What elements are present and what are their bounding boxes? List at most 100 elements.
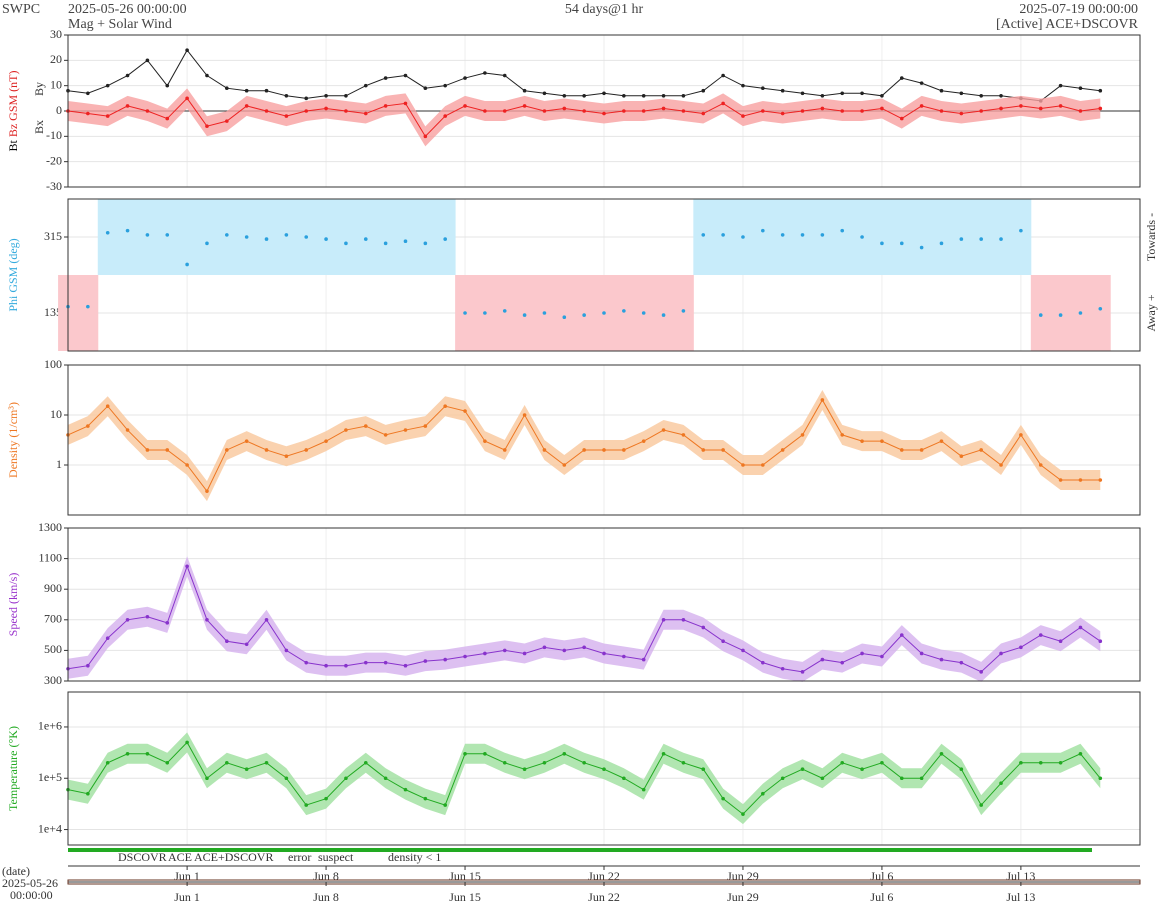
- data-point: [622, 776, 626, 781]
- data-point: [1019, 104, 1023, 108]
- phi-sector: [336, 199, 357, 275]
- data-point: [185, 96, 189, 101]
- data-point: [1058, 104, 1063, 108]
- x-tick-label: Jul 6: [870, 869, 893, 883]
- data-point: [800, 767, 805, 772]
- data-point: [483, 71, 487, 75]
- data-point: [125, 73, 130, 78]
- data-point: [225, 761, 229, 765]
- data-point: [86, 663, 90, 668]
- data-point: [860, 235, 864, 239]
- data-point: [205, 776, 209, 781]
- data-point: [244, 235, 249, 239]
- x-tick-label: Jun 8: [313, 869, 339, 883]
- data-point: [899, 241, 904, 246]
- data-point: [880, 94, 884, 98]
- data-point: [880, 106, 884, 111]
- data-point: [324, 796, 328, 801]
- data-point: [304, 235, 309, 239]
- data-point: [582, 94, 586, 98]
- data-point: [562, 106, 567, 111]
- data-point: [602, 767, 606, 772]
- data-point: [304, 109, 309, 113]
- y-label-main: Density (1/cm³): [6, 402, 20, 478]
- data-point: [641, 311, 646, 315]
- data-point: [721, 796, 725, 801]
- x-axis-label: (date): [2, 864, 30, 878]
- data-point: [661, 94, 666, 98]
- data-point: [403, 428, 408, 432]
- data-point: [919, 245, 924, 250]
- phi-sector: [673, 275, 694, 351]
- data-point: [582, 645, 586, 650]
- data-point: [225, 119, 229, 123]
- data-point: [185, 564, 189, 569]
- data-point: [1058, 313, 1063, 317]
- data-point: [939, 241, 944, 246]
- series-band: [68, 556, 1101, 682]
- data-point: [959, 767, 964, 772]
- data-point: [1038, 761, 1043, 765]
- data-point: [542, 448, 547, 452]
- phi-sector: [574, 275, 595, 351]
- data-point: [1058, 83, 1063, 88]
- data-point: [701, 233, 706, 237]
- legend-entry: suspect: [318, 850, 354, 864]
- data-point: [383, 76, 388, 80]
- data-point: [761, 660, 765, 665]
- data-point: [860, 767, 864, 772]
- data-point: [582, 761, 586, 765]
- data-point: [919, 651, 924, 656]
- legend-entry: ACE: [168, 850, 192, 864]
- data-point: [641, 439, 646, 443]
- legend-entry: DSCOVR: [118, 850, 167, 864]
- source: [Active] ACE+DSCOVR: [996, 17, 1139, 32]
- data-point: [860, 651, 864, 656]
- data-point: [761, 463, 765, 467]
- data-point: [244, 439, 249, 443]
- data-point: [899, 776, 904, 781]
- data-point: [225, 639, 229, 644]
- data-point: [1078, 109, 1083, 113]
- panel-frame: [67, 34, 1141, 188]
- data-point: [383, 433, 388, 437]
- data-point: [423, 241, 428, 246]
- y-tick-label: 1e+4: [38, 821, 62, 835]
- data-point: [820, 233, 825, 237]
- phi-sector: [772, 199, 794, 275]
- data-point: [502, 309, 507, 313]
- data-point: [602, 111, 606, 116]
- data-point: [741, 812, 745, 816]
- data-point: [463, 76, 467, 80]
- phi-sector: [891, 199, 913, 275]
- data-point: [999, 237, 1003, 241]
- data-point: [999, 94, 1003, 98]
- sector-label: Away +: [1144, 294, 1158, 332]
- data-point: [383, 776, 388, 781]
- data-point: [165, 83, 170, 88]
- y-tick-label: 0: [56, 103, 62, 117]
- data-point: [1019, 761, 1023, 765]
- data-point: [264, 237, 269, 241]
- phi-sector: [494, 275, 516, 351]
- data-point: [761, 791, 765, 796]
- data-point: [304, 448, 309, 452]
- panel-frame: [67, 364, 1141, 516]
- data-point: [542, 761, 547, 765]
- data-point: [125, 618, 130, 622]
- data-point: [840, 660, 845, 665]
- phi-sector: [554, 275, 575, 351]
- data-point: [463, 104, 467, 108]
- data-point: [344, 428, 348, 432]
- data-point: [244, 104, 249, 108]
- data-point: [741, 114, 745, 118]
- data-point: [681, 94, 686, 98]
- data-point: [443, 803, 447, 807]
- data-point: [939, 88, 944, 93]
- data-point: [939, 439, 944, 443]
- data-point: [959, 454, 964, 458]
- y-tick-label: 1: [56, 457, 62, 471]
- data-point: [999, 781, 1003, 786]
- data-point: [304, 96, 309, 101]
